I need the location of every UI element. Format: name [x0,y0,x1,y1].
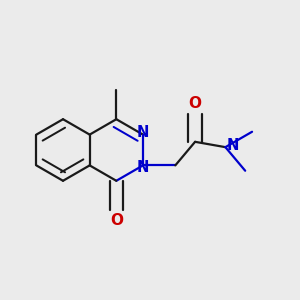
Text: N: N [137,160,149,175]
Text: N: N [137,125,149,140]
Text: O: O [189,96,202,111]
Text: N: N [227,138,239,153]
Text: O: O [110,213,123,228]
